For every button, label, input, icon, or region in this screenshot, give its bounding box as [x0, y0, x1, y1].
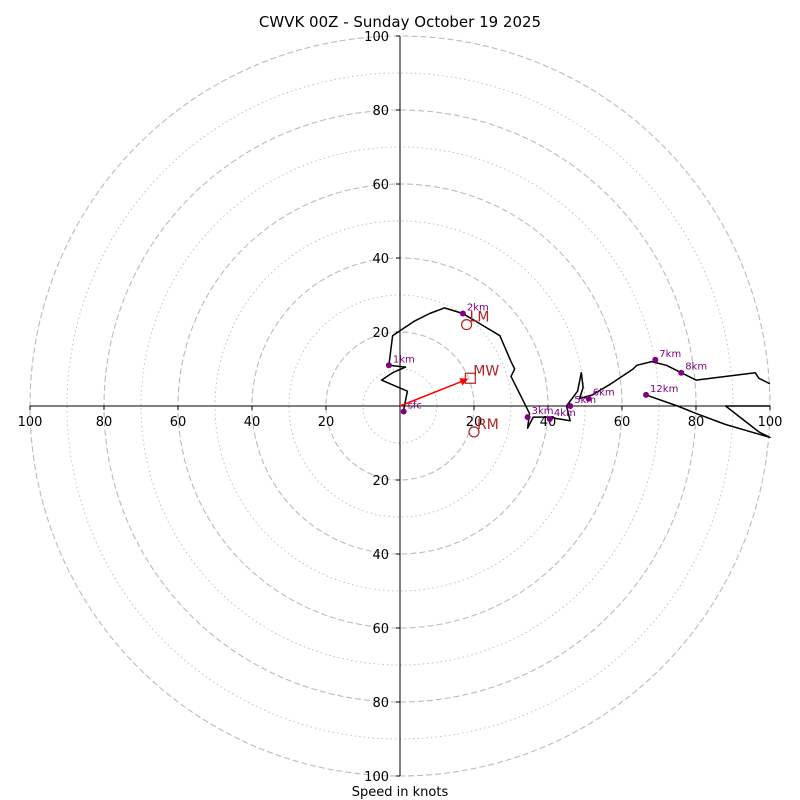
x-tick-label-5: 20: [466, 415, 483, 430]
x-tick-label-3: 40: [244, 415, 261, 430]
storm-marker-label-0: LM: [470, 310, 490, 326]
height-marker-1: [385, 362, 392, 369]
y-tick-label-1: 80: [372, 104, 389, 119]
height-marker-5: [567, 403, 574, 409]
mean-wind-vector: [399, 378, 469, 407]
y-tick-label-5: 20: [372, 474, 389, 489]
height-marker-4: [546, 415, 553, 422]
height-marker-6: [585, 395, 592, 402]
storm-marker-0: [461, 319, 473, 331]
height-marker-0: [400, 408, 407, 415]
height-marker-7: [652, 356, 659, 363]
trace-0: [380, 307, 771, 429]
height-marker-label-3: 3km: [532, 406, 554, 417]
y-tick-label-9: 100: [364, 770, 389, 785]
height-marker-label-6: 6km: [593, 388, 615, 399]
storm-marker-label-1: RM: [477, 417, 499, 433]
y-tick-label-6: 40: [372, 548, 389, 563]
height-marker-label-1: 1km: [393, 354, 415, 365]
height-marker-8: [678, 369, 685, 376]
y-tick-label-4: 20: [372, 326, 389, 341]
storm-marker-label-2: MW: [473, 363, 499, 379]
height-marker-label-7: 7km: [659, 349, 681, 360]
height-marker-label-0: sfc: [408, 401, 422, 412]
height-marker-label-9: 12km: [650, 384, 678, 395]
trace-1: [645, 394, 771, 439]
x-tick-label-4: 20: [318, 415, 335, 430]
height-marker-label-8: 8km: [685, 362, 707, 373]
tick-labels: 100 80 60 40 20 20 40 60 80 100100806040202040608…: [18, 30, 783, 785]
y-tick-label-0: 100: [364, 30, 389, 45]
storm-motion-markers: LM RM MW: [461, 310, 499, 438]
x-axis-label: Speed in knots: [352, 785, 449, 800]
storm-marker-2: [464, 372, 476, 384]
storm-marker-1: [468, 426, 480, 438]
height-marker-3: [524, 414, 531, 421]
height-marker-2: [459, 310, 466, 317]
chart-title: CWVK 00Z - Sunday October 19 2025: [259, 13, 541, 31]
height-marker-label-2: 2km: [467, 303, 489, 314]
x-tick-label-9: 100: [758, 415, 783, 430]
x-tick-label-2: 60: [170, 415, 187, 430]
y-tick-label-8: 80: [372, 696, 389, 711]
height-marker-9: [643, 391, 650, 398]
height-marker-label-4: 4km: [554, 408, 576, 419]
x-tick-label-7: 60: [614, 415, 631, 430]
mean-wind-vector-group: [399, 378, 469, 407]
x-tick-label-8: 80: [688, 415, 705, 430]
x-tick-label-1: 80: [96, 415, 113, 430]
y-tick-label-2: 60: [372, 178, 389, 193]
x-tick-label-0: 100: [18, 415, 43, 430]
y-tick-label-7: 60: [372, 622, 389, 637]
height-marker-label-5: 5km: [574, 395, 596, 406]
wind-profile-traces: [380, 307, 771, 439]
y-tick-label-3: 40: [372, 252, 389, 267]
